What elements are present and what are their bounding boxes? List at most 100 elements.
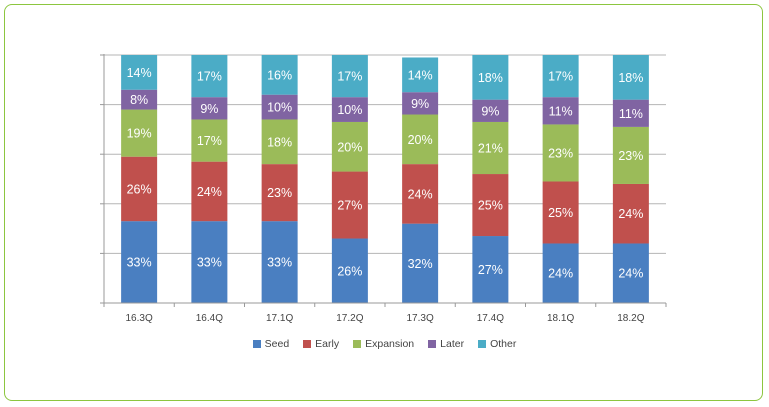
data-label: 26% bbox=[337, 264, 362, 278]
data-label: 10% bbox=[337, 103, 362, 117]
x-tick-label: 17.1Q bbox=[266, 313, 293, 324]
data-label: 20% bbox=[408, 133, 433, 147]
bar-segment-seed bbox=[121, 221, 158, 303]
legend-label: Other bbox=[490, 338, 517, 350]
data-label: 33% bbox=[267, 256, 292, 270]
x-tick-label: 17.4Q bbox=[477, 313, 504, 324]
data-label: 17% bbox=[337, 70, 362, 84]
legend-label: Expansion bbox=[365, 338, 415, 350]
chart-legend: Seed Early Expansion Later Other bbox=[0, 338, 769, 350]
bar-segment-expansion bbox=[191, 119, 228, 162]
bar-segment-other bbox=[191, 55, 228, 98]
data-label: 23% bbox=[548, 146, 573, 160]
bar-segment-later bbox=[191, 97, 228, 120]
data-label: 18% bbox=[478, 71, 503, 85]
bar-segment-other bbox=[472, 55, 509, 100]
bar-segment-early bbox=[191, 161, 228, 222]
data-label: 24% bbox=[618, 207, 643, 221]
data-label: 17% bbox=[197, 70, 222, 84]
data-label: 24% bbox=[197, 185, 222, 199]
legend-item-early: Early bbox=[303, 338, 339, 350]
data-label: 27% bbox=[478, 263, 503, 277]
bar-segment-later bbox=[472, 99, 509, 122]
bar-segment-seed bbox=[331, 238, 368, 303]
data-label: 10% bbox=[267, 101, 292, 115]
data-label: 23% bbox=[267, 186, 292, 200]
bar-segment-expansion bbox=[612, 126, 649, 184]
bar-segment-other bbox=[542, 55, 579, 98]
legend-swatch bbox=[478, 340, 487, 348]
bar-segment-early bbox=[472, 174, 509, 237]
legend-item-expansion: Expansion bbox=[353, 338, 414, 350]
bar-segment-other bbox=[612, 55, 649, 100]
data-label: 14% bbox=[408, 68, 433, 82]
legend-swatch bbox=[252, 340, 261, 348]
x-tick-label: 18.2Q bbox=[617, 313, 644, 324]
data-label: 32% bbox=[408, 257, 433, 271]
bar-segment-expansion bbox=[472, 121, 509, 175]
legend-swatch bbox=[303, 340, 312, 348]
legend-item-other: Other bbox=[478, 338, 516, 350]
data-label: 24% bbox=[408, 187, 433, 201]
data-label: 26% bbox=[127, 182, 152, 196]
data-label: 11% bbox=[549, 104, 573, 118]
legend-swatch bbox=[428, 340, 437, 348]
bar-segment-later bbox=[331, 97, 368, 122]
data-label: 9% bbox=[200, 102, 218, 116]
bar-segment-expansion bbox=[121, 109, 158, 157]
data-label: 18% bbox=[267, 135, 292, 149]
bar-segment-later bbox=[542, 97, 579, 125]
bar-segment-other bbox=[121, 55, 158, 90]
data-label: 25% bbox=[548, 206, 573, 220]
bar-segment-other bbox=[402, 57, 439, 93]
bar-segment-later bbox=[121, 89, 158, 110]
bar-segment-early bbox=[612, 183, 649, 244]
x-tick-label: 18.1Q bbox=[547, 313, 574, 324]
data-label: 24% bbox=[548, 267, 573, 281]
data-label: 21% bbox=[478, 142, 503, 156]
bar-segment-later bbox=[402, 92, 439, 115]
bar-segment-expansion bbox=[261, 119, 298, 165]
data-label: 19% bbox=[127, 127, 152, 141]
data-label: 25% bbox=[478, 199, 503, 213]
data-label: 16% bbox=[267, 68, 292, 82]
bar-segment-seed bbox=[612, 243, 649, 303]
bar-segment-early bbox=[261, 164, 298, 222]
bar-segment-seed bbox=[191, 221, 228, 303]
bar-segment-seed bbox=[472, 236, 509, 303]
bar-segment-early bbox=[121, 156, 158, 222]
bar-segment-expansion bbox=[542, 124, 579, 182]
bar-segment-seed bbox=[402, 223, 439, 303]
x-tick-label: 17.2Q bbox=[336, 313, 363, 324]
data-label: 8% bbox=[130, 93, 148, 107]
bar-segment-early bbox=[402, 164, 439, 224]
legend-label: Early bbox=[315, 338, 340, 350]
bar-segment-early bbox=[542, 181, 579, 244]
data-label: 17% bbox=[548, 70, 573, 84]
data-label: 9% bbox=[481, 104, 499, 118]
bar-segment-later bbox=[261, 94, 298, 120]
data-label: 17% bbox=[197, 134, 222, 148]
data-label: 33% bbox=[197, 256, 222, 270]
bar-segment-seed bbox=[542, 243, 579, 303]
legend-label: Later bbox=[440, 338, 465, 350]
data-label: 11% bbox=[619, 107, 643, 121]
data-label: 20% bbox=[337, 140, 362, 154]
bar-segment-expansion bbox=[402, 114, 439, 165]
x-tick-label: 16.4Q bbox=[196, 313, 223, 324]
bar-segment-expansion bbox=[331, 121, 368, 172]
legend-swatch bbox=[353, 340, 362, 348]
bar-segment-later bbox=[612, 99, 649, 127]
data-label: 24% bbox=[618, 267, 643, 281]
bar-segment-other bbox=[331, 55, 368, 98]
data-label: 27% bbox=[337, 199, 362, 213]
bar-segment-other bbox=[261, 55, 298, 95]
legend-label: Seed bbox=[264, 338, 290, 350]
bar-segment-early bbox=[331, 171, 368, 239]
data-label: 33% bbox=[127, 256, 152, 270]
x-tick-label: 17.3Q bbox=[407, 313, 434, 324]
legend-item-seed: Seed bbox=[252, 338, 290, 350]
data-label: 18% bbox=[618, 71, 643, 85]
data-label: 9% bbox=[411, 97, 429, 111]
